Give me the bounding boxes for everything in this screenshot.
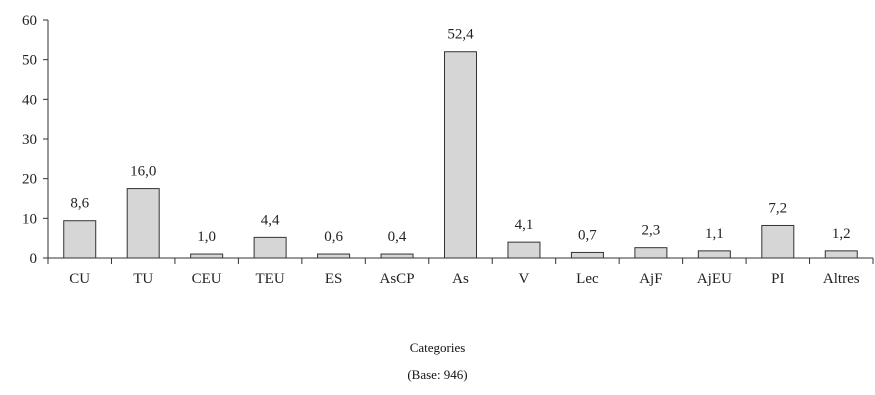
category-label-es: ES <box>325 271 343 287</box>
data-label-altres: 1,2 <box>832 226 851 242</box>
data-label-pi: 7,2 <box>768 200 787 216</box>
data-label-ajf: 2,3 <box>642 223 661 239</box>
bar-es <box>317 253 351 259</box>
bar-altres <box>824 250 858 259</box>
bar-ajf <box>634 247 668 259</box>
category-label-tu: TU <box>133 271 153 287</box>
data-label-as: 52,4 <box>447 27 474 43</box>
bar-ascp <box>380 253 414 259</box>
y-tick-label: 60 <box>22 13 37 29</box>
category-label-altres: Altres <box>823 271 860 287</box>
data-label-teu: 4,4 <box>261 212 280 228</box>
data-label-lec: 0,7 <box>578 227 597 243</box>
y-tick-label: 30 <box>22 132 37 148</box>
category-label-ascp: AsCP <box>380 271 415 287</box>
bars <box>63 51 858 259</box>
y-tick-label: 50 <box>22 53 37 69</box>
bar-teu <box>253 236 287 259</box>
data-labels: 8,6 16,0 1,0 4,4 0,6 0,4 52,4 4,1 0,7 2,3 1,1 7,2 1,… <box>70 27 850 245</box>
y-tick-label: 0 <box>30 251 38 267</box>
bar-v <box>507 241 541 259</box>
y-tick-label: 20 <box>22 172 37 188</box>
category-label-ajeu: AjEU <box>697 271 732 287</box>
data-label-ajeu: 1,1 <box>705 226 724 242</box>
bar-ajeu <box>697 250 731 259</box>
x-axis-title: Categories <box>409 340 466 355</box>
data-label-tu: 16,0 <box>130 164 156 180</box>
data-label-es: 0,6 <box>324 229 343 245</box>
bar-lec <box>570 251 604 259</box>
data-label-v: 4,1 <box>515 217 534 233</box>
data-label-ascp: 0,4 <box>388 229 407 245</box>
category-label-ceu: CEU <box>192 271 222 287</box>
category-label-lec: Lec <box>576 271 599 287</box>
base-note: (Base: 946) <box>407 367 468 382</box>
bar-cu <box>63 220 97 259</box>
category-label-ajf: AjF <box>639 271 662 287</box>
bar-ceu <box>190 253 224 259</box>
data-label-ceu: 1,0 <box>197 229 216 245</box>
bar-as <box>444 51 477 259</box>
data-label-cu: 8,6 <box>70 196 89 212</box>
category-label-pi: PI <box>771 271 784 287</box>
x-axis: CU TU CEU TEU ES AsCP As V Lec AjF AjEU PI Altres <box>47 257 874 287</box>
bar-tu <box>126 188 160 259</box>
y-tick-label: 10 <box>22 211 37 227</box>
category-label-cu: CU <box>69 271 90 287</box>
category-label-teu: TEU <box>256 271 285 287</box>
y-tick-label: 40 <box>22 92 37 108</box>
category-label-v: V <box>519 271 530 287</box>
bar-pi <box>761 224 795 259</box>
category-label-as: As <box>452 271 469 287</box>
y-axis: 0 10 20 30 40 50 60 <box>22 13 49 267</box>
